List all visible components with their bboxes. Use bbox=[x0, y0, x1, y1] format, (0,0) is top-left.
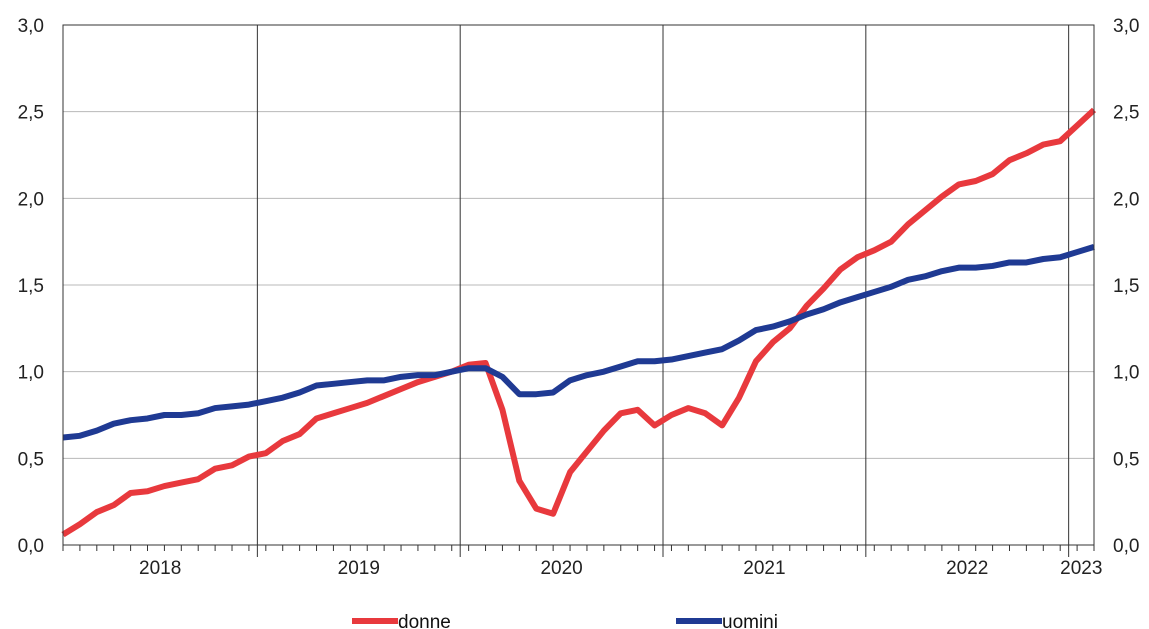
legend: donne uomini bbox=[352, 612, 778, 629]
y-tick-label-left: 0,5 bbox=[18, 449, 44, 470]
series-line-donne bbox=[61, 107, 1097, 538]
y-tick-label-right: 2,5 bbox=[1113, 103, 1139, 124]
y-tick-label-right: 0,5 bbox=[1113, 449, 1139, 470]
plot-frame bbox=[62, 24, 1095, 546]
y-tick-label-right: 3,0 bbox=[1113, 16, 1139, 37]
y-tick-label-left: 1,5 bbox=[18, 276, 44, 297]
y-axis-right: 0,0 0,5 1,0 1,5 2,0 2,5 3,0 bbox=[1113, 16, 1139, 557]
x-axis-years: 2018 2019 2020 2021 2022 2023 bbox=[139, 558, 1102, 579]
y-tick-label-right: 2,0 bbox=[1113, 189, 1139, 210]
y-tick-label-left: 0,0 bbox=[18, 536, 44, 557]
y-tick-label-left: 2,5 bbox=[18, 103, 44, 124]
y-tick-label-left: 1,0 bbox=[18, 363, 44, 384]
legend-label-donne: donne bbox=[398, 612, 451, 629]
y-tick-label-left: 3,0 bbox=[18, 16, 44, 37]
y-tick-label-right: 0,0 bbox=[1113, 536, 1139, 557]
year-label: 2019 bbox=[338, 558, 380, 579]
y-tick-label-right: 1,5 bbox=[1113, 276, 1139, 297]
year-label: 2020 bbox=[540, 558, 582, 579]
year-label: 2022 bbox=[946, 558, 988, 579]
series-lines bbox=[61, 107, 1097, 538]
month-ticks bbox=[62, 545, 1095, 557]
y-tick-label-right: 1,0 bbox=[1113, 363, 1139, 384]
year-label: 2021 bbox=[743, 558, 785, 579]
year-dividers bbox=[256, 25, 1070, 545]
year-label: 2018 bbox=[139, 558, 181, 579]
legend-label-uomini: uomini bbox=[722, 612, 778, 629]
grid bbox=[63, 111, 1094, 459]
y-axis-left: 0,0 0,5 1,0 1,5 2,0 2,5 3,0 bbox=[18, 16, 44, 557]
series-line-uomini bbox=[62, 244, 1095, 441]
year-label: 2023 bbox=[1060, 558, 1102, 579]
y-tick-label-left: 2,0 bbox=[18, 189, 44, 210]
